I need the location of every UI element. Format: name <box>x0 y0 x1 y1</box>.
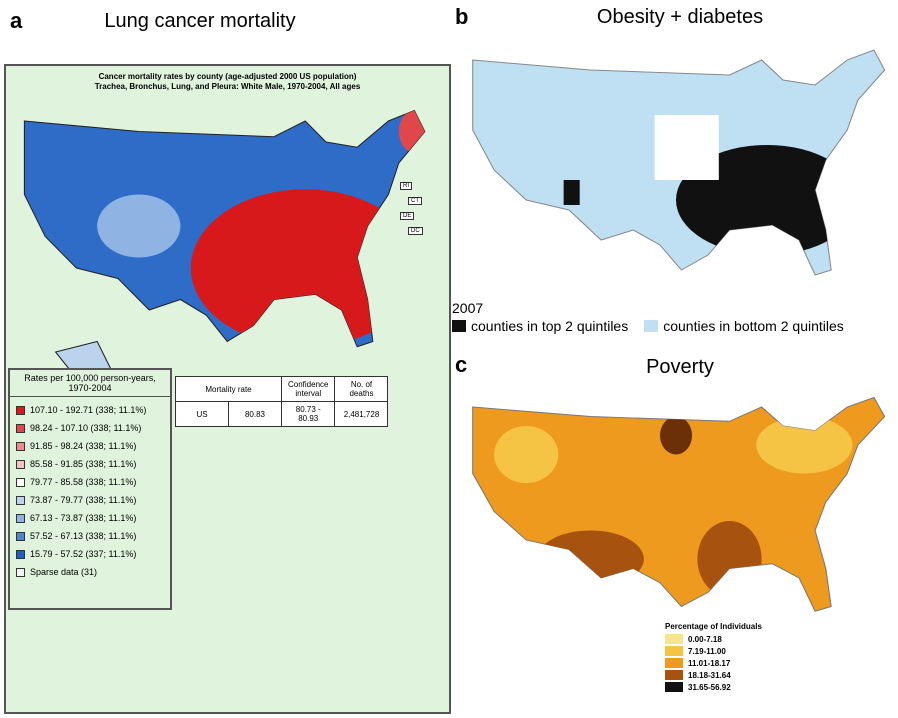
legend-item: 107.10 - 192.71 (338; 11.1%) <box>16 405 164 415</box>
state-label: RI <box>400 182 412 190</box>
legend-title: Rates per 100,000 person-years, 1970-200… <box>10 370 170 397</box>
legend-item: 73.87 - 79.77 (338; 11.1%) <box>16 495 164 505</box>
legend-label: 7.19-11.00 <box>688 647 726 656</box>
legend-item: 7.19-11.00 <box>665 646 762 656</box>
legend-swatch <box>665 670 683 680</box>
panel-title: Lung cancer mortality <box>50 10 350 33</box>
legend-item: counties in bottom 2 quintiles <box>644 318 844 334</box>
legend-item: Sparse data (31) <box>16 567 164 577</box>
legend-label: 57.52 - 67.13 (338; 11.1%) <box>30 531 136 541</box>
legend-swatch <box>16 424 25 433</box>
legend-label: 15.79 - 57.52 (337; 11.1%) <box>30 549 136 559</box>
legend-swatch <box>16 532 25 541</box>
legend-label: 0.00-7.18 <box>688 635 722 644</box>
panel-label: b <box>455 4 468 30</box>
panel-label: a <box>10 8 22 34</box>
legend-swatch <box>16 442 25 451</box>
legend-label: 73.87 - 79.77 (338; 11.1%) <box>30 495 136 505</box>
legend-label: counties in top 2 quintiles <box>471 318 628 334</box>
legend-swatch <box>665 658 683 668</box>
legend-swatch <box>665 646 683 656</box>
obesity-map <box>473 50 885 275</box>
panel-label: c <box>455 352 467 378</box>
legend-item: 11.01-18.17 <box>665 658 762 668</box>
legend: Rates per 100,000 person-years, 1970-200… <box>8 368 172 610</box>
legend-label: 85.58 - 91.85 (338; 11.1%) <box>30 459 136 469</box>
legend-label: 67.13 - 73.87 (338; 11.1%) <box>30 513 136 523</box>
legend-label: 18.18-31.64 <box>688 671 731 680</box>
year-label: 2007 <box>452 300 483 316</box>
panel-title: Obesity + diabetes <box>530 6 830 29</box>
figure: a Lung cancer mortality Cancer mortality r… <box>0 0 898 718</box>
legend-item: 98.24 - 107.10 (338; 11.1%) <box>16 423 164 433</box>
legend-item: 15.79 - 57.52 (337; 11.1%) <box>16 549 164 559</box>
legend-swatch <box>16 406 25 415</box>
legend-label: 107.10 - 192.71 (338; 11.1%) <box>30 405 146 415</box>
legend-swatch <box>16 478 25 487</box>
poverty-map <box>473 398 885 612</box>
legend-title: Percentage of Individuals <box>665 622 762 631</box>
legend-swatch <box>16 460 25 469</box>
map-title: Trachea, Bronchus, Lung, and Pleura: Whi… <box>5 82 450 91</box>
header-cell: Mortality rate <box>176 377 282 402</box>
legend-label: 91.85 - 98.24 (338; 11.1%) <box>30 441 136 451</box>
legend-item: 57.52 - 67.13 (338; 11.1%) <box>16 531 164 541</box>
legend-swatch <box>16 514 25 523</box>
legend-swatch <box>16 568 25 577</box>
legend-swatch <box>644 320 658 332</box>
legend-label: 98.24 - 107.10 (338; 11.1%) <box>30 423 141 433</box>
legend-swatch <box>16 550 25 559</box>
legend-item: 79.77 - 85.58 (338; 11.1%) <box>16 477 164 487</box>
state-label: DC <box>408 227 423 235</box>
header-cell: Confidence interval <box>282 377 335 402</box>
legend-item: counties in top 2 quintiles <box>452 318 628 334</box>
legend-swatch <box>16 496 25 505</box>
legend: Percentage of Individuals 0.00-7.18 7.19-1… <box>665 622 762 694</box>
table-cell: 2,481,728 <box>335 402 388 427</box>
legend-item: 91.85 - 98.24 (338; 11.1%) <box>16 441 164 451</box>
legend-item: 31.65-56.92 <box>665 682 762 692</box>
table-cell: US <box>176 402 229 427</box>
map-title: Cancer mortality rates by county (age-ad… <box>5 72 450 81</box>
legend-label: Sparse data (31) <box>30 567 97 577</box>
legend-swatch <box>665 682 683 692</box>
panel-title: Poverty <box>530 356 830 379</box>
legend-swatch <box>452 320 466 332</box>
legend-label: 11.01-18.17 <box>688 659 730 668</box>
header-cell: No. of deaths <box>335 377 388 402</box>
legend-swatch <box>665 634 683 644</box>
legend-label: 31.65-56.92 <box>688 683 731 692</box>
legend-item: 67.13 - 73.87 (338; 11.1%) <box>16 513 164 523</box>
legend-item: 0.00-7.18 <box>665 634 762 644</box>
legend-label: 79.77 - 85.58 (338; 11.1%) <box>30 477 136 487</box>
state-label: DE <box>400 212 414 220</box>
table-cell: 80.83 <box>229 402 282 427</box>
legend: counties in top 2 quintiles counties in b… <box>452 318 860 334</box>
legend-item: 85.58 - 91.85 (338; 11.1%) <box>16 459 164 469</box>
legend-item: 18.18-31.64 <box>665 670 762 680</box>
table-cell: 80.73 - 80.93 <box>282 402 335 427</box>
state-label: CT <box>408 197 422 205</box>
legend-label: counties in bottom 2 quintiles <box>663 318 844 334</box>
